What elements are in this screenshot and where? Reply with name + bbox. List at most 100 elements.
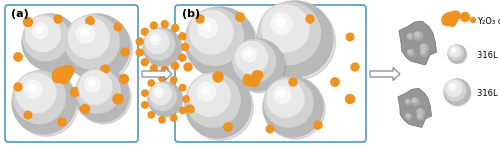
Circle shape [172, 62, 178, 69]
Circle shape [148, 80, 154, 86]
Circle shape [266, 125, 274, 133]
Circle shape [262, 5, 309, 52]
Circle shape [232, 39, 284, 91]
Ellipse shape [442, 19, 450, 25]
Circle shape [114, 23, 122, 31]
Circle shape [470, 17, 476, 22]
Circle shape [264, 78, 313, 127]
Circle shape [152, 36, 157, 41]
Circle shape [88, 80, 95, 86]
Circle shape [224, 123, 232, 131]
Circle shape [36, 26, 43, 33]
Circle shape [196, 15, 204, 23]
Circle shape [257, 1, 333, 77]
Circle shape [424, 47, 428, 52]
Circle shape [452, 48, 456, 53]
Circle shape [185, 7, 255, 77]
Circle shape [202, 22, 211, 31]
Circle shape [186, 8, 244, 65]
Circle shape [408, 34, 413, 39]
Circle shape [289, 78, 297, 86]
Circle shape [331, 78, 339, 86]
Circle shape [415, 32, 420, 37]
Circle shape [77, 70, 131, 124]
Circle shape [183, 96, 189, 102]
Circle shape [150, 22, 158, 29]
Ellipse shape [53, 75, 62, 82]
Circle shape [159, 75, 165, 81]
Circle shape [188, 9, 258, 79]
Circle shape [448, 45, 463, 60]
Circle shape [32, 23, 48, 39]
Circle shape [180, 84, 186, 91]
Circle shape [172, 25, 178, 32]
Circle shape [444, 79, 466, 101]
Text: 316L ball: 316L ball [477, 90, 500, 98]
Circle shape [162, 66, 168, 73]
Circle shape [233, 40, 276, 82]
Circle shape [113, 94, 123, 104]
Circle shape [24, 111, 32, 119]
Circle shape [142, 90, 148, 96]
FancyArrow shape [142, 67, 172, 81]
Circle shape [144, 29, 174, 60]
Circle shape [76, 69, 120, 113]
Circle shape [66, 16, 132, 82]
Circle shape [12, 70, 76, 134]
Circle shape [170, 77, 177, 83]
Circle shape [267, 80, 304, 117]
Circle shape [159, 117, 165, 123]
Circle shape [148, 82, 182, 116]
Circle shape [136, 38, 143, 45]
Circle shape [76, 25, 94, 43]
Circle shape [265, 79, 325, 139]
Circle shape [14, 72, 78, 136]
Circle shape [420, 44, 425, 49]
Circle shape [144, 29, 182, 67]
Circle shape [213, 72, 223, 82]
Ellipse shape [449, 21, 456, 26]
Circle shape [408, 34, 411, 37]
Circle shape [75, 68, 129, 122]
Ellipse shape [62, 66, 74, 75]
Ellipse shape [60, 77, 68, 84]
Circle shape [80, 105, 90, 113]
Circle shape [179, 54, 186, 61]
Circle shape [420, 112, 422, 114]
Circle shape [351, 63, 359, 71]
Circle shape [444, 79, 470, 105]
Circle shape [346, 95, 354, 103]
Circle shape [406, 100, 410, 105]
Circle shape [417, 113, 424, 120]
Circle shape [142, 28, 148, 35]
Circle shape [450, 85, 454, 88]
Circle shape [86, 17, 94, 25]
Text: 316L powder: 316L powder [477, 51, 500, 61]
Circle shape [186, 73, 240, 127]
Circle shape [120, 75, 128, 83]
Circle shape [424, 47, 426, 50]
Circle shape [186, 105, 194, 113]
Circle shape [188, 74, 254, 140]
Circle shape [418, 109, 422, 113]
Circle shape [180, 107, 186, 113]
Text: (b): (b) [182, 9, 200, 19]
Circle shape [16, 73, 56, 113]
Circle shape [179, 33, 186, 40]
Circle shape [420, 44, 428, 52]
Polygon shape [398, 88, 432, 127]
Circle shape [446, 80, 462, 96]
Polygon shape [399, 21, 436, 65]
Circle shape [26, 17, 60, 51]
Circle shape [148, 112, 154, 118]
Circle shape [13, 71, 66, 123]
Circle shape [142, 102, 148, 108]
Circle shape [197, 83, 216, 101]
Ellipse shape [252, 71, 263, 79]
Text: Y₂O₃ clusters: Y₂O₃ clusters [477, 16, 500, 25]
Circle shape [420, 111, 424, 116]
Circle shape [154, 87, 164, 97]
Circle shape [198, 18, 218, 38]
Circle shape [406, 114, 411, 120]
Circle shape [146, 30, 169, 54]
